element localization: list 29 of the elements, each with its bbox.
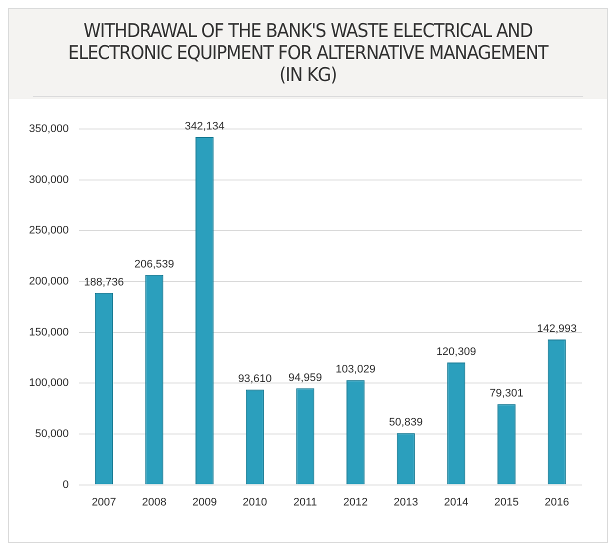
y-tick-label: 100,000 [28,377,69,390]
x-tick-label: 2009 [192,496,217,508]
y-tick-label: 350,000 [28,123,69,136]
data-label: 79,301 [490,388,524,400]
x-tick-label: 2016 [544,496,570,508]
data-label: 93,610 [238,373,272,386]
data-label: 103,029 [336,364,376,376]
data-label: 142,993 [536,322,577,335]
x-tick-label: 2013 [394,496,418,508]
data-label: 50,839 [389,416,423,429]
y-tick-label: 200,000 [28,276,69,288]
y-tick-label: 50,000 [35,428,69,440]
data-label: 188,736 [84,276,124,288]
x-tick-label: 2008 [142,496,166,508]
y-tick-label: 250,000 [28,224,69,237]
x-tick-label: 2015 [494,496,519,508]
x-tick-label: 2011 [293,496,318,508]
y-tick-label: 300,000 [28,174,69,186]
data-label: 342,134 [184,120,224,133]
data-label: 94,959 [288,372,322,384]
x-tick-label: 2012 [343,496,368,508]
data-label: 206,539 [134,258,174,270]
y-tick-label: 0 [62,478,69,491]
data-label: 120,309 [436,346,476,358]
chart-title: WITHDRAWAL OF THE BANK'S WASTE ELECTRICAL AND ELECTRONIC EQUIPMENT FOR ALTERNATIVE MANAGEMENT (IN KG) [32,9,584,97]
x-tick-label: 2010 [242,496,268,508]
y-tick-label: 150,000 [28,326,69,338]
x-tick-label: 2007 [92,496,116,508]
x-tick-label: 2014 [444,496,468,508]
